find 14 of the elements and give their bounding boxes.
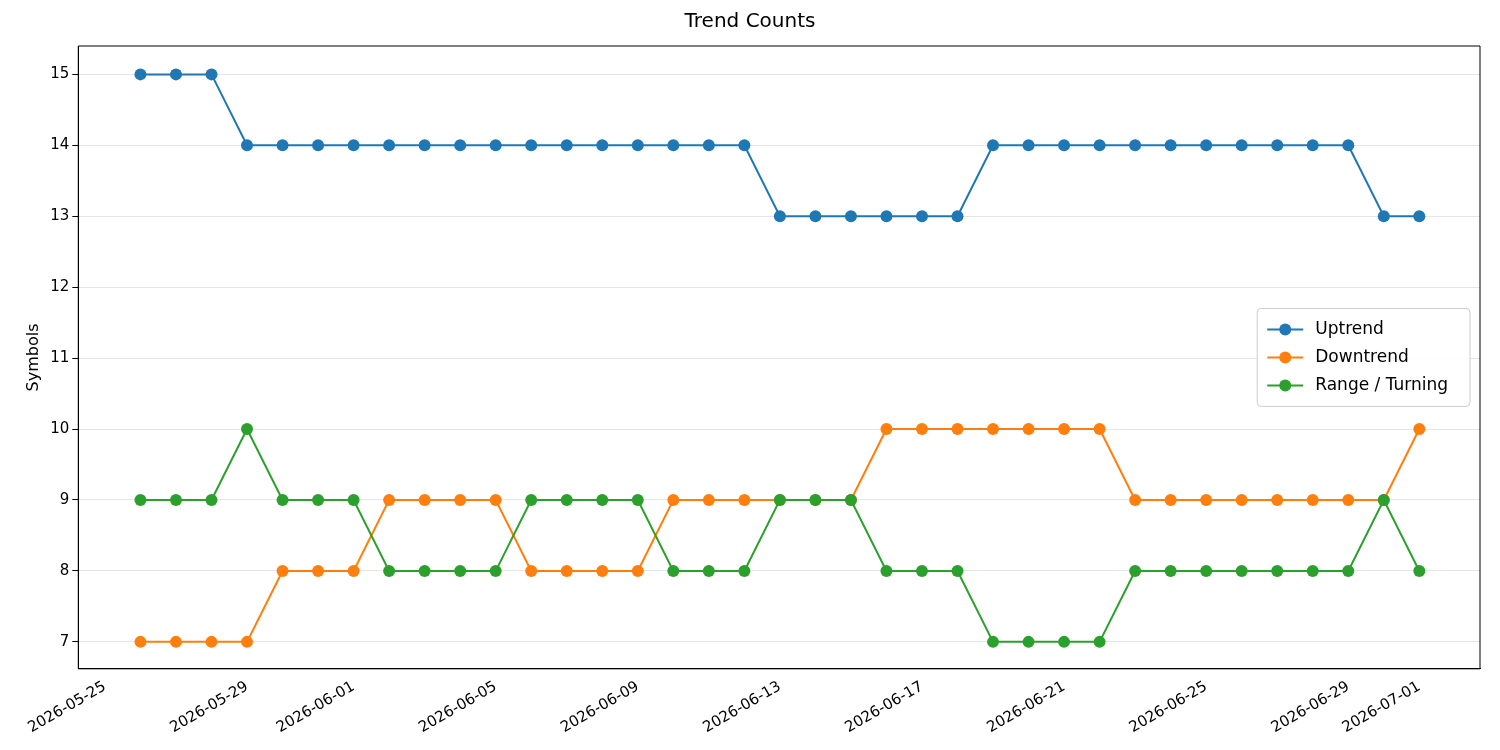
- y-tick-label: 15: [50, 64, 70, 83]
- legend-label: Range / Turning: [1315, 373, 1448, 394]
- chart-title: Trend Counts: [683, 8, 816, 33]
- y-tick-label: 8: [59, 560, 70, 579]
- legend-label: Uptrend: [1315, 317, 1384, 338]
- y-tick-label: 11: [50, 348, 70, 367]
- y-axis-title: Symbols: [22, 323, 42, 392]
- y-tick-label: 13: [50, 206, 70, 225]
- y-tick-label: 7: [59, 631, 70, 650]
- y-tick-label: 10: [50, 418, 70, 437]
- legend-label: Downtrend: [1315, 345, 1409, 366]
- y-tick-label: 12: [50, 277, 70, 296]
- y-tick-label: 9: [59, 489, 70, 508]
- y-tick-label: 14: [50, 135, 70, 154]
